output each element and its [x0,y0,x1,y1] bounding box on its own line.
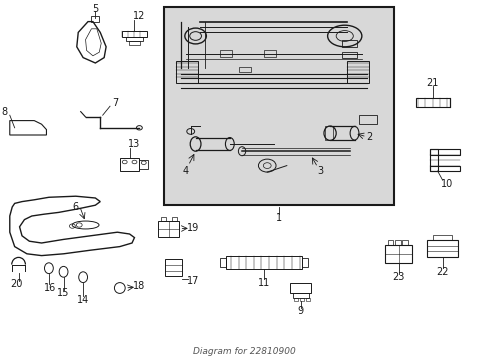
Bar [128,41,140,45]
Bar [299,298,304,301]
Bar [91,16,99,22]
Bar [122,31,146,37]
Bar [161,217,165,221]
Bar [120,158,139,171]
Bar [429,166,459,171]
Text: 15: 15 [57,288,70,298]
Text: 11: 11 [257,278,270,288]
Bar [220,258,225,267]
Text: 3: 3 [317,166,323,176]
Text: 23: 23 [391,272,404,282]
Text: 12: 12 [133,11,145,21]
Text: 1: 1 [275,213,281,223]
Bar [325,126,332,140]
Text: 8: 8 [2,107,8,117]
Text: 18: 18 [133,281,145,291]
Bar [432,235,451,240]
Bar [139,160,148,169]
Text: 4: 4 [183,166,188,176]
Bar [429,149,437,171]
Text: 5: 5 [92,4,98,14]
Bar [394,240,400,245]
Bar [305,298,309,301]
Text: 19: 19 [186,223,199,233]
Text: 22: 22 [435,267,448,277]
Bar [342,52,356,58]
Text: 10: 10 [440,179,453,189]
Text: 13: 13 [128,139,141,149]
Bar [359,115,376,124]
Bar [386,240,392,245]
Bar [238,67,250,72]
Bar [292,293,308,298]
Bar [429,149,459,155]
Bar [225,256,302,269]
Text: 2: 2 [366,132,371,142]
Bar [171,217,176,221]
Bar [125,37,143,41]
Text: 16: 16 [43,283,56,293]
Bar [415,98,449,107]
Bar [342,40,356,47]
Bar [302,258,307,267]
Bar [384,245,411,263]
Bar [163,7,393,205]
Bar [426,240,458,256]
Bar [346,61,368,83]
Bar [293,298,298,301]
Bar [158,221,179,237]
Text: 17: 17 [186,276,199,286]
Bar [164,259,182,276]
Text: 20: 20 [10,279,22,289]
Text: 9: 9 [297,306,303,316]
Bar [176,61,198,83]
Bar [401,240,407,245]
Text: 6: 6 [73,202,79,212]
Text: Diagram for 22810900: Diagram for 22810900 [193,347,295,356]
Bar [220,50,232,57]
Bar [264,50,276,57]
Text: 21: 21 [426,78,438,88]
Bar [289,283,311,293]
Text: 14: 14 [77,294,89,305]
Text: 7: 7 [112,98,118,108]
